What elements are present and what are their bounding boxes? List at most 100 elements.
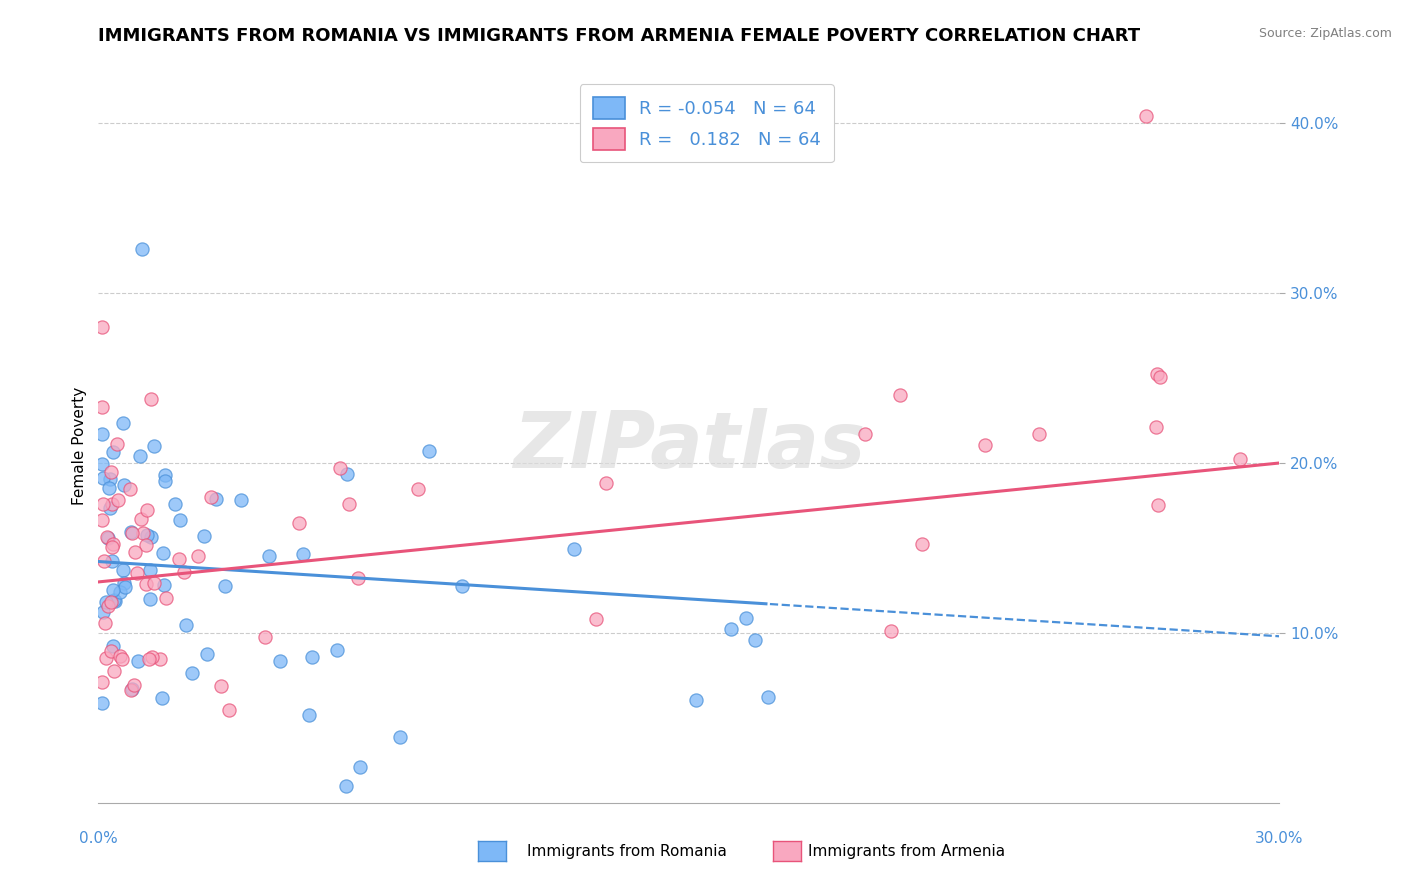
Point — [100, 644, 122, 658]
Text: 30.0%: 30.0% — [1256, 831, 1303, 846]
Point — [100, 466, 122, 480]
Point — [229, 493, 252, 508]
Point — [169, 513, 191, 527]
Point — [197, 648, 219, 662]
Point — [1149, 369, 1171, 384]
Point — [101, 640, 124, 654]
Point — [111, 417, 134, 431]
Point — [595, 475, 617, 490]
Point — [112, 576, 135, 591]
Point — [120, 524, 142, 539]
Point — [91, 696, 114, 710]
Point — [1147, 498, 1170, 512]
Point — [337, 497, 360, 511]
Point — [744, 633, 766, 648]
Point — [143, 439, 166, 453]
Point — [93, 554, 115, 568]
Point — [150, 691, 173, 706]
Point — [100, 500, 122, 515]
Point — [180, 666, 202, 681]
Point — [326, 643, 349, 657]
Point — [335, 779, 357, 793]
Point — [336, 467, 359, 482]
Point — [135, 528, 157, 542]
Point — [218, 703, 240, 717]
Point — [562, 542, 585, 557]
Point — [406, 482, 429, 496]
Point — [346, 571, 368, 585]
Point — [173, 565, 195, 579]
Point — [418, 444, 440, 458]
Point — [139, 392, 162, 407]
Point — [91, 458, 114, 472]
Point — [101, 445, 124, 459]
Point — [152, 546, 174, 560]
Point — [103, 592, 125, 607]
Point — [128, 449, 150, 463]
Point — [91, 400, 114, 414]
Point — [91, 497, 114, 511]
Point — [214, 579, 236, 593]
Point — [94, 651, 117, 665]
Point — [131, 242, 153, 256]
Point — [139, 530, 162, 544]
Point — [585, 612, 607, 626]
Point — [165, 496, 187, 510]
Point — [129, 512, 152, 526]
Point — [96, 530, 118, 544]
Text: ZIPatlas: ZIPatlas — [513, 408, 865, 484]
Point — [124, 545, 146, 559]
Point — [209, 679, 232, 693]
Point — [110, 651, 132, 665]
Text: Source: ZipAtlas.com: Source: ZipAtlas.com — [1258, 27, 1392, 40]
Point — [120, 482, 142, 496]
Point — [125, 566, 148, 580]
Point — [91, 426, 114, 441]
Point — [135, 577, 157, 591]
Point — [257, 549, 280, 563]
Point — [112, 478, 135, 492]
Point — [100, 594, 122, 608]
Point — [756, 690, 779, 704]
Point — [269, 654, 291, 668]
Point — [139, 592, 162, 607]
Point — [1135, 109, 1157, 123]
Point — [349, 760, 371, 774]
Point — [107, 492, 129, 507]
Point — [142, 576, 165, 591]
Point — [254, 631, 277, 645]
Point — [122, 678, 145, 692]
Point — [121, 682, 143, 697]
Point — [1229, 452, 1251, 467]
Point — [973, 438, 995, 452]
Point — [98, 481, 121, 495]
Point — [889, 388, 911, 402]
Point — [97, 531, 120, 545]
Point — [685, 692, 707, 706]
Point — [100, 472, 122, 486]
Point — [135, 538, 157, 552]
Point — [153, 475, 176, 489]
Text: 0.0%: 0.0% — [79, 831, 118, 846]
Point — [204, 492, 226, 507]
Point — [94, 615, 117, 630]
Point — [136, 503, 159, 517]
Point — [389, 730, 412, 744]
Point — [174, 618, 197, 632]
Point — [155, 591, 177, 605]
Point — [105, 437, 128, 451]
Point — [91, 320, 114, 334]
Point — [138, 564, 160, 578]
Point — [103, 665, 125, 679]
Point — [1146, 367, 1168, 381]
Point — [911, 537, 934, 551]
Point — [155, 467, 177, 482]
Point — [298, 707, 321, 722]
Point — [111, 563, 134, 577]
Point — [100, 540, 122, 554]
Text: Immigrants from Romania: Immigrants from Romania — [527, 845, 727, 859]
Point — [100, 497, 122, 511]
Point — [451, 579, 474, 593]
Legend: R = -0.054   N = 64, R =   0.182   N = 64: R = -0.054 N = 64, R = 0.182 N = 64 — [579, 84, 834, 162]
Point — [91, 674, 114, 689]
